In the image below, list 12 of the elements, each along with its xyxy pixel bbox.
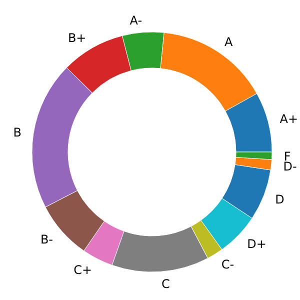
slice-label: D- xyxy=(283,159,297,174)
slice-label: C+ xyxy=(74,262,92,277)
slice-label: C- xyxy=(221,258,234,272)
slice-label: A+ xyxy=(280,112,298,126)
slice-label: B xyxy=(13,125,22,140)
slice-label: A- xyxy=(130,14,142,28)
slice-label: C xyxy=(162,276,170,291)
slice-label: A xyxy=(224,34,234,49)
slice-label: D+ xyxy=(247,236,266,251)
slice-label: B- xyxy=(40,232,53,246)
slice-label: B+ xyxy=(68,30,86,45)
slice-label: D xyxy=(275,192,284,207)
